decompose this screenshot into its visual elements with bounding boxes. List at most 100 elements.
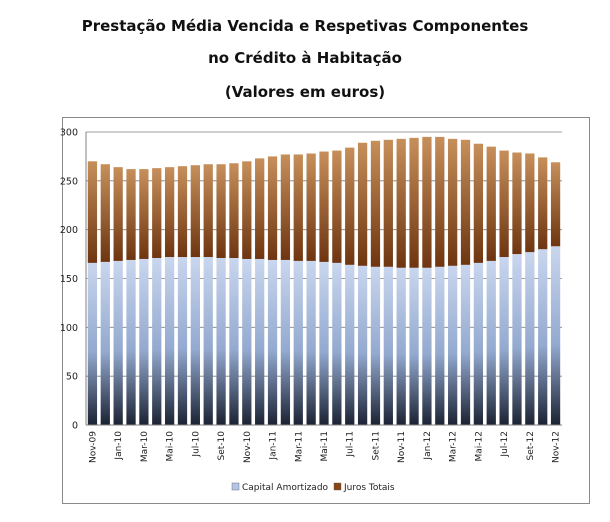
- y-tick-label: 0: [72, 421, 78, 432]
- x-tick-label: Set-10: [217, 431, 227, 461]
- bar-juros-totais: [177, 166, 188, 258]
- bar-juros-totais: [190, 165, 200, 258]
- bar-juros-totais: [409, 137, 419, 268]
- bar-capital-amortizado: [190, 257, 200, 425]
- bar-capital-amortizado: [229, 257, 239, 425]
- x-tick-label: Mar-11: [294, 431, 304, 462]
- x-tick-label: Nov-09: [88, 431, 98, 463]
- bar-capital-amortizado: [448, 265, 458, 425]
- bar-capital-amortizado: [242, 258, 252, 425]
- bar-capital-amortizado: [370, 266, 381, 425]
- bar-juros-totais: [100, 164, 110, 262]
- x-tick-label: Nov-11: [397, 431, 407, 463]
- bar-juros-totais: [448, 138, 458, 266]
- bar-juros-totais: [126, 169, 136, 260]
- bar-capital-amortizado: [460, 264, 471, 425]
- bar-juros-totais: [216, 164, 226, 258]
- bar-juros-totais: [460, 139, 471, 265]
- chart-title-line-1: Prestação Média Vencida e Respetivas Com…: [81, 17, 529, 35]
- bar-juros-totais: [319, 151, 329, 262]
- bar-juros-totais: [255, 158, 265, 259]
- legend-swatch: [333, 482, 342, 491]
- bar-capital-amortizado: [473, 262, 484, 425]
- y-tick-label: 50: [66, 372, 78, 383]
- bar-capital-amortizado: [100, 261, 110, 425]
- bar-juros-totais: [357, 142, 368, 266]
- bar-juros-totais: [525, 153, 535, 253]
- bar-juros-totais: [499, 150, 509, 258]
- legend-swatch: [231, 482, 240, 491]
- bar-capital-amortizado: [512, 254, 522, 425]
- bar-juros-totais: [203, 164, 213, 258]
- x-tick-label: Mai-12: [474, 431, 484, 461]
- bar-juros-totais: [512, 152, 522, 255]
- y-tick-label: 250: [60, 176, 78, 187]
- bar-capital-amortizado: [177, 257, 188, 425]
- x-tick-label: Mar-12: [449, 431, 459, 462]
- bar-capital-amortizado: [87, 262, 98, 425]
- x-tick-label: Set-11: [371, 431, 381, 460]
- bar-juros-totais: [152, 168, 162, 258]
- bar-capital-amortizado: [113, 260, 123, 425]
- bar-capital-amortizado: [216, 257, 226, 425]
- bar-capital-amortizado: [164, 257, 175, 425]
- bar-juros-totais: [383, 139, 393, 267]
- bar-capital-amortizado: [550, 246, 561, 425]
- bar-capital-amortizado: [255, 258, 265, 425]
- legend-label: Juros Totais: [343, 483, 395, 493]
- bar-capital-amortizado: [267, 259, 278, 425]
- y-tick-label: 300: [60, 128, 78, 139]
- bar-capital-amortizado: [152, 257, 162, 425]
- x-tick-label: Set-12: [526, 431, 536, 460]
- x-tick-label: Jan-11: [269, 431, 279, 461]
- bar-capital-amortizado: [203, 257, 213, 425]
- bar-juros-totais: [332, 150, 342, 263]
- bar-capital-amortizado: [345, 264, 355, 425]
- bar-capital-amortizado: [486, 260, 496, 425]
- bar-capital-amortizado: [383, 266, 393, 425]
- bar-capital-amortizado: [293, 260, 303, 425]
- x-tick-label: Nov-10: [243, 431, 253, 463]
- bar-capital-amortizado: [306, 260, 316, 425]
- bar-juros-totais: [242, 161, 252, 259]
- chart-title-line-2: no Crédito à Habitação: [208, 49, 402, 67]
- y-tick-label: 150: [60, 274, 78, 285]
- bar-capital-amortizado: [435, 266, 445, 425]
- bar-juros-totais: [306, 153, 316, 261]
- x-tick-label: Jul-11: [346, 431, 356, 458]
- bar-juros-totais: [473, 143, 484, 263]
- bar-juros-totais: [396, 138, 406, 268]
- x-tick-label: Mai-11: [320, 431, 330, 461]
- bar-capital-amortizado: [422, 267, 432, 425]
- bar-capital-amortizado: [396, 267, 406, 425]
- bar-juros-totais: [486, 146, 496, 261]
- bar-capital-amortizado: [126, 259, 136, 425]
- bar-juros-totais: [422, 136, 432, 268]
- x-tick-label: Jan-12: [423, 431, 433, 461]
- bar-capital-amortizado: [139, 258, 149, 425]
- x-tick-label: Mar-10: [140, 431, 150, 462]
- bar-juros-totais: [280, 154, 291, 260]
- y-tick-label: 100: [60, 323, 78, 334]
- bar-juros-totais: [229, 163, 239, 258]
- bar-capital-amortizado: [357, 265, 368, 425]
- bar-capital-amortizado: [525, 252, 535, 425]
- bar-juros-totais: [370, 140, 381, 267]
- bar-capital-amortizado: [319, 261, 329, 425]
- bar-juros-totais: [345, 147, 355, 265]
- bar-capital-amortizado: [538, 249, 548, 425]
- bar-juros-totais: [538, 157, 548, 250]
- bar-juros-totais: [139, 169, 149, 259]
- bar-juros-totais: [267, 156, 278, 260]
- bar-juros-totais: [113, 167, 123, 261]
- bar-juros-totais: [293, 154, 303, 261]
- bar-juros-totais: [435, 136, 445, 267]
- bar-capital-amortizado: [409, 267, 419, 425]
- bar-capital-amortizado: [499, 257, 509, 425]
- bar-juros-totais: [87, 161, 98, 263]
- x-tick-label: Jul-12: [500, 431, 510, 458]
- legend-label: Capital Amortizado: [242, 483, 329, 493]
- bar-capital-amortizado: [332, 262, 342, 425]
- bar-juros-totais: [550, 162, 561, 247]
